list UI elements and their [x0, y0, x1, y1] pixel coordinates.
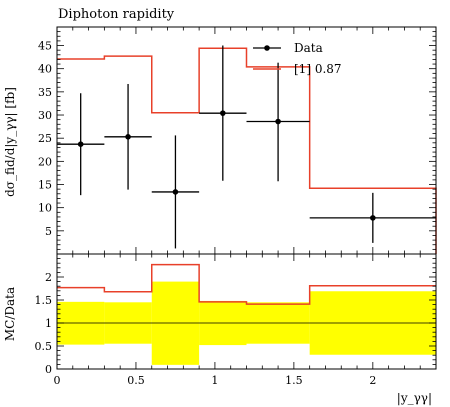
legend-data-marker	[264, 45, 270, 51]
main-y-tick-label: 25	[38, 132, 52, 145]
main-y-tick-label: 20	[38, 155, 52, 168]
ratio-y-tick-label: 1	[45, 317, 52, 330]
data-point	[77, 141, 84, 148]
legend-mc-label: [1] 0.87	[294, 62, 342, 76]
legend: Data [1] 0.87	[253, 41, 342, 76]
ratio-panel: 0 0.5 1 1.5 2 0 0.5 1 1.5 2	[35, 253, 437, 387]
main-y-tick-label: 45	[38, 40, 52, 53]
main-panel: 5 10 15 20 25 30 35 40 45	[38, 26, 437, 255]
mc-step-line	[57, 47, 437, 254]
main-y-axis-label: dσ_fid/d|y_γγ| [fb]	[3, 87, 17, 197]
data-point	[125, 133, 131, 140]
x-tick-label: 1	[211, 374, 218, 387]
main-y-tick-label: 30	[38, 109, 52, 122]
x-tick-label: 2	[369, 374, 376, 387]
data-point	[275, 118, 281, 125]
legend-data-label: Data	[294, 41, 323, 55]
x-tick-label: 0.5	[127, 374, 145, 387]
ratio-mc-step-line	[57, 263, 436, 305]
ratio-y-tick-label: 2	[45, 271, 52, 284]
x-tick-label: 1.5	[285, 374, 303, 387]
main-y-tick-label: 15	[38, 179, 52, 192]
data-point	[220, 110, 226, 116]
x-axis-label: |y_γγ|	[397, 391, 432, 405]
x-tick-label: 0	[54, 374, 61, 387]
main-y-tick-label: 35	[38, 86, 52, 99]
ratio-y-tick-label: 0	[45, 363, 52, 376]
main-y-tick-label: 5	[45, 225, 52, 238]
main-y-tick-label: 40	[38, 63, 52, 76]
ratio-y-tick-label: 0.5	[35, 340, 53, 353]
chart-title: Diphoton rapidity	[58, 7, 175, 22]
data-point	[172, 189, 179, 195]
data-point	[370, 215, 376, 221]
ratio-y-tick-label: 1.5	[35, 294, 53, 307]
main-y-tick-label: 10	[38, 202, 52, 215]
ratio-y-axis-label: MC/Data	[3, 287, 17, 341]
